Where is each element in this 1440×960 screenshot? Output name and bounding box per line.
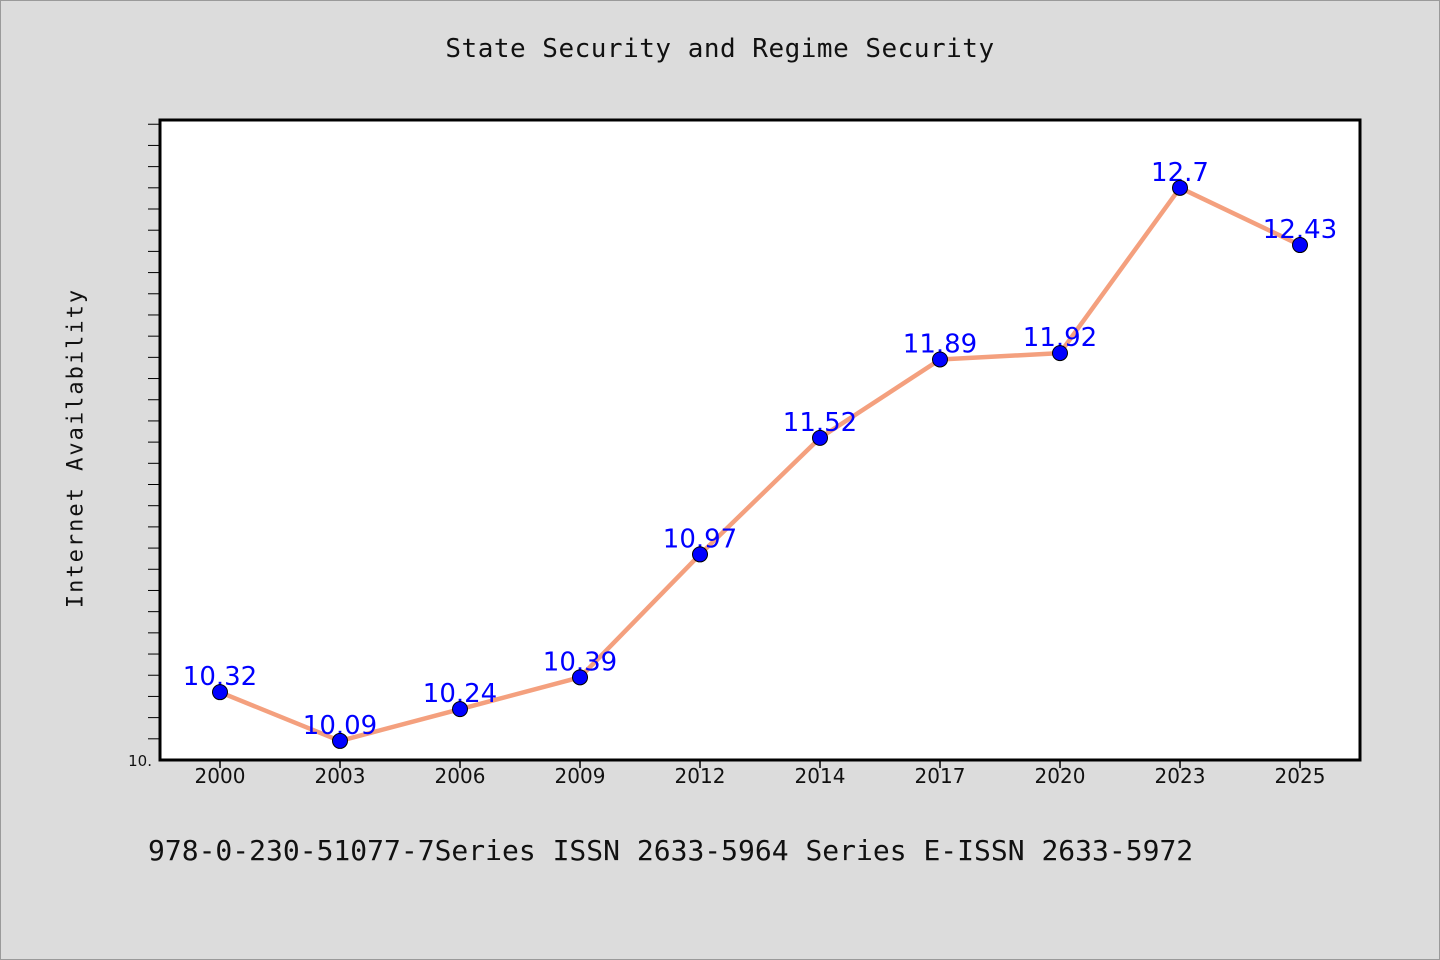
y-axis-ticks: 10.: [128, 123, 160, 770]
x-tick-label: 2025: [1275, 764, 1326, 788]
plot-area: [158, 118, 1362, 762]
data-point-marker: [212, 684, 228, 701]
footer-isbn-text: 978-0-230-51077-7Series ISSN 2633-5964 S…: [148, 834, 1194, 867]
data-point-marker: [452, 701, 468, 718]
data-point-marker: [1292, 237, 1308, 254]
data-point-marker: [812, 429, 828, 446]
x-tick-label: 2000: [195, 764, 246, 788]
x-tick-label: 2014: [795, 764, 846, 788]
data-point-marker: [1052, 345, 1068, 362]
x-tick-label: 2023: [1155, 764, 1206, 788]
y-min-tick-label: 10.: [128, 752, 152, 770]
x-tick-label: 2006: [435, 764, 486, 788]
data-point-marker: [332, 732, 348, 749]
x-axis: 2000 2003 2006 2009 2012 2014 2017 2020 2023 2025: [195, 760, 1326, 788]
chart-title: State Security and Regime Security: [445, 34, 995, 64]
x-tick-label: 2020: [1035, 764, 1086, 788]
series-line: [217, 185, 1303, 744]
data-point-marker: [1172, 179, 1188, 196]
data-point-marker: [572, 669, 588, 686]
x-tick-label: 2003: [315, 764, 366, 788]
x-tick-label: 2012: [675, 764, 726, 788]
data-point-marker: [932, 351, 948, 368]
x-tick-label: 2009: [555, 764, 606, 788]
x-tick-label: 2017: [915, 764, 966, 788]
data-point-marker: [692, 546, 708, 563]
